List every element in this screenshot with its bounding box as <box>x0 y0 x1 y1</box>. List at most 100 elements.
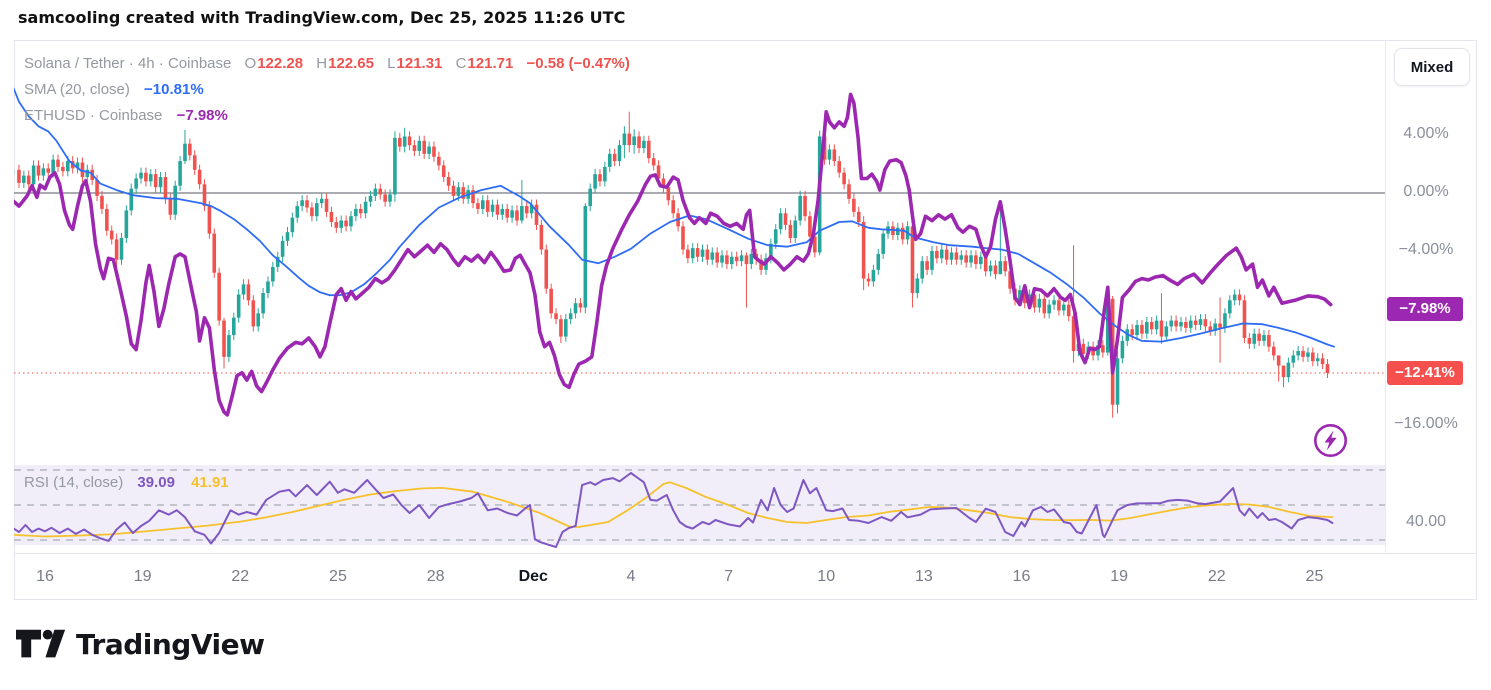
time-label-10[interactable]: 10 <box>817 568 836 585</box>
candle-body <box>358 208 363 214</box>
candle-body <box>559 319 563 337</box>
candle-body <box>803 195 807 217</box>
candle-body <box>1022 290 1027 304</box>
time-label-16[interactable]: 16 <box>36 568 54 585</box>
candle-body <box>373 188 378 196</box>
candle-body <box>695 248 700 257</box>
candle-body <box>607 153 612 167</box>
sma-legend-row[interactable]: SMA (20, close) −10.81% <box>24 81 204 98</box>
lightning-bolt-icon <box>1324 430 1337 451</box>
candle-body <box>549 288 553 314</box>
candle-body <box>427 146 431 154</box>
candle-body <box>637 136 641 149</box>
candle-body <box>1193 320 1198 325</box>
candle-body <box>808 216 812 237</box>
candle-body <box>544 249 549 289</box>
candle-body <box>788 224 793 238</box>
candle-body <box>480 200 485 209</box>
candle-body <box>1096 345 1100 356</box>
candle-body <box>769 243 773 259</box>
symbol-legend-row[interactable]: Solana / Tether · 4h · Coinbase O122.28 … <box>24 55 630 72</box>
candle-body <box>114 239 119 260</box>
price-axis-separator <box>1385 41 1386 553</box>
candle-body <box>1062 304 1066 311</box>
low-label: L <box>387 55 396 72</box>
candle-body <box>1213 323 1217 331</box>
tradingview-logo[interactable]: TradingView <box>16 627 265 661</box>
candle-body <box>686 249 690 259</box>
rsi-line <box>14 472 1334 548</box>
candle-body <box>227 335 231 357</box>
candle-body <box>661 178 666 188</box>
eth-legend-row[interactable]: ETHUSD · Coinbase −7.98% <box>24 107 228 124</box>
time-label-22[interactable]: 22 <box>1207 568 1226 585</box>
time-label-7[interactable]: 7 <box>724 568 733 585</box>
time-label-4[interactable]: 4 <box>626 568 636 585</box>
candle-body <box>1008 271 1012 289</box>
candle-body <box>783 213 788 225</box>
candle-body <box>422 140 427 154</box>
candle-body <box>734 256 739 262</box>
candle-body <box>144 172 148 182</box>
candle-body <box>1027 294 1032 304</box>
brand-name: TradingView <box>76 627 265 661</box>
time-label-25[interactable]: 25 <box>329 568 347 585</box>
candle-body <box>827 149 832 160</box>
time-label-28[interactable]: 28 <box>426 568 445 585</box>
candle-body <box>1276 355 1281 366</box>
candle-body <box>1071 316 1076 352</box>
time-label-16[interactable]: 16 <box>1012 568 1031 585</box>
time-label-19[interactable]: 19 <box>133 568 152 585</box>
mixed-signal-button[interactable]: Mixed <box>1394 48 1470 86</box>
candle-body <box>344 220 348 227</box>
candle-body <box>41 168 46 176</box>
candle-body <box>1228 300 1232 314</box>
candle-body <box>471 190 475 204</box>
candle-body <box>22 175 26 183</box>
eth-last-value-badge: −7.98% <box>1387 296 1463 321</box>
rsi-tick-40.00[interactable]: 40.00 <box>1405 512 1447 530</box>
time-label-25[interactable]: 25 <box>1305 568 1324 585</box>
candle-body <box>158 177 163 188</box>
candle-body <box>256 313 261 327</box>
candle-body <box>715 252 719 263</box>
candle-body <box>1203 319 1208 327</box>
candle-body <box>266 281 270 294</box>
tradingview-mark-icon <box>16 629 66 658</box>
candle-body <box>847 184 851 199</box>
high-value: 122.65 <box>328 55 374 72</box>
candle-body <box>617 145 622 162</box>
price-tick-−16.00%[interactable]: −16.00% <box>1394 415 1458 432</box>
candle-body <box>564 319 568 337</box>
candle-body <box>900 227 905 240</box>
candle-body <box>163 177 168 199</box>
flash-icon-button[interactable] <box>1312 422 1349 459</box>
candle-body <box>1218 323 1222 328</box>
watermark-title: samcooling created with TradingView.com,… <box>18 8 626 27</box>
candle-body <box>573 303 578 314</box>
ethusd-compare-line <box>14 92 1333 417</box>
price-tick-4.00%[interactable]: 4.00% <box>1403 125 1449 142</box>
candle-body <box>1037 298 1042 308</box>
candle-body <box>1232 294 1237 301</box>
price-tick-0.00%[interactable]: 0.00% <box>1403 183 1449 200</box>
candle-body <box>1208 326 1213 331</box>
rsi-legend-row[interactable]: RSI (14, close) 39.09 41.91 <box>24 474 229 491</box>
candle-body <box>656 165 661 179</box>
candle-body <box>334 222 339 228</box>
candle-body <box>725 255 729 265</box>
open-label: O <box>244 55 257 72</box>
close-label: C <box>455 55 467 72</box>
candle-body <box>1281 365 1286 378</box>
candle-body <box>202 184 207 207</box>
candle-body <box>710 252 715 260</box>
chart-canvas[interactable] <box>14 40 1385 553</box>
candle-body <box>56 159 60 167</box>
time-label-13[interactable]: 13 <box>914 568 933 585</box>
time-label-22[interactable]: 22 <box>231 568 250 585</box>
price-tick-−4.00%[interactable]: −4.00% <box>1398 241 1454 258</box>
candle-body <box>925 261 929 270</box>
time-label-19[interactable]: 19 <box>1110 568 1129 585</box>
chart-frame <box>14 40 1477 600</box>
time-label-Dec[interactable]: Dec <box>518 568 548 585</box>
